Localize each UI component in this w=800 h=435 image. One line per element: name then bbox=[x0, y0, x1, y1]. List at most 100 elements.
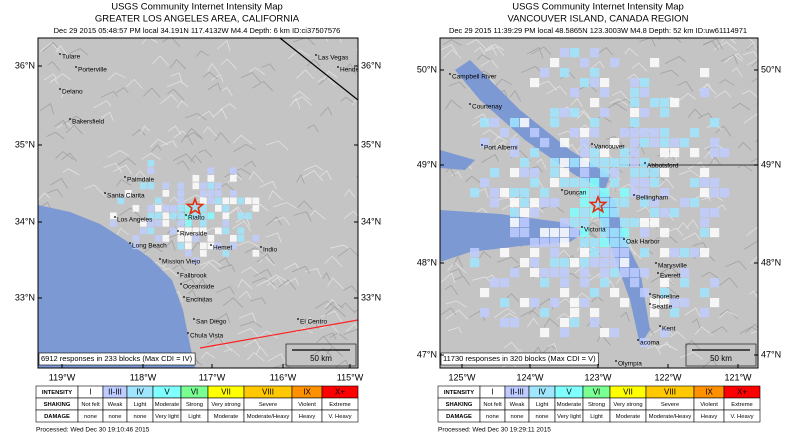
terrain bbox=[715, 125, 732, 137]
response-cell bbox=[660, 248, 670, 258]
city-label: Long Beach bbox=[132, 243, 167, 250]
response-cell bbox=[222, 205, 230, 212]
terrain bbox=[176, 100, 189, 109]
response-cell bbox=[230, 197, 237, 205]
response-cell bbox=[520, 208, 530, 218]
legend-text: Heavy bbox=[299, 414, 316, 420]
terrain bbox=[684, 340, 701, 351]
terrain bbox=[445, 309, 468, 320]
response-cell bbox=[630, 278, 640, 288]
terrain bbox=[222, 297, 244, 308]
city-dot bbox=[581, 226, 583, 228]
response-cell bbox=[177, 197, 185, 205]
terrain bbox=[115, 227, 129, 237]
legend-text: Not felt bbox=[483, 402, 502, 408]
response-cell bbox=[200, 212, 207, 220]
terrain bbox=[197, 149, 213, 158]
response-cell bbox=[252, 250, 260, 257]
response-cell bbox=[200, 242, 207, 250]
response-cell bbox=[620, 238, 630, 248]
terrain bbox=[201, 261, 221, 273]
response-cell bbox=[610, 268, 620, 278]
response-cell bbox=[560, 238, 570, 248]
response-cell bbox=[570, 108, 580, 118]
terrain bbox=[694, 326, 713, 336]
response-cell bbox=[222, 212, 230, 220]
response-cell bbox=[540, 268, 550, 278]
terrain bbox=[267, 353, 286, 363]
terrain bbox=[55, 151, 74, 161]
response-cell bbox=[600, 108, 610, 118]
response-cell bbox=[510, 228, 520, 238]
terrain bbox=[327, 277, 344, 290]
response-cell bbox=[570, 88, 580, 98]
terrain bbox=[322, 271, 331, 281]
terrain bbox=[343, 210, 358, 220]
lat-label: 36°N bbox=[15, 60, 35, 70]
terrain bbox=[42, 41, 59, 52]
response-cell bbox=[610, 288, 620, 298]
city-label: Kent bbox=[662, 326, 676, 333]
response-cell bbox=[700, 288, 710, 298]
response-cell bbox=[162, 235, 170, 242]
terrain bbox=[214, 342, 233, 352]
response-cell bbox=[110, 212, 117, 220]
response-cell bbox=[640, 288, 650, 298]
terrain bbox=[149, 138, 169, 148]
terrain bbox=[493, 135, 508, 143]
response-cell bbox=[125, 190, 132, 197]
scale-box bbox=[285, 343, 357, 367]
terrain bbox=[170, 72, 183, 84]
lat-label: 50°N bbox=[417, 64, 437, 74]
response-cell bbox=[640, 78, 650, 88]
terrain bbox=[449, 81, 466, 89]
response-cell bbox=[720, 148, 730, 158]
response-cell bbox=[710, 188, 720, 198]
map-panel: USGS Community Internet Intensity MapVAN… bbox=[417, 2, 781, 434]
terrain bbox=[335, 359, 350, 368]
response-cell bbox=[650, 58, 660, 68]
terrain bbox=[311, 348, 332, 357]
response-cell bbox=[660, 288, 670, 298]
legend-text: Weak bbox=[510, 402, 525, 408]
city-label: Hender bbox=[340, 67, 362, 74]
terrain bbox=[185, 112, 207, 121]
response-cell bbox=[222, 227, 230, 235]
map-area: Campbell River Courtenay Port Alberni Vanco… bbox=[440, 38, 758, 368]
response-cell bbox=[560, 168, 570, 178]
legend-text: V bbox=[164, 388, 170, 397]
legend-text: Severe bbox=[661, 402, 679, 408]
terrain bbox=[243, 160, 256, 168]
terrain bbox=[141, 38, 158, 45]
response-cell bbox=[710, 148, 720, 158]
response-cell bbox=[530, 198, 540, 208]
response-cell bbox=[540, 228, 550, 238]
terrain bbox=[537, 80, 558, 91]
terrain bbox=[200, 351, 216, 359]
legend-text: Not felt bbox=[81, 402, 100, 408]
response-cell bbox=[200, 250, 207, 257]
response-cell bbox=[207, 197, 215, 205]
terrain bbox=[116, 157, 137, 166]
response-cell bbox=[177, 190, 185, 197]
terrain bbox=[264, 274, 287, 283]
response-cell bbox=[560, 178, 570, 188]
lat-label: 49°N bbox=[761, 159, 781, 169]
epicenter bbox=[185, 196, 205, 216]
terrain bbox=[46, 131, 65, 140]
map-subtitle: VANCOUVER ISLAND, CANADA REGION bbox=[508, 14, 689, 25]
terrain bbox=[162, 38, 181, 47]
response-cell bbox=[520, 188, 530, 198]
response-cell bbox=[660, 128, 670, 138]
terrain bbox=[237, 278, 253, 290]
terrain bbox=[196, 50, 209, 57]
legend-text: Light bbox=[134, 402, 147, 408]
lat-label: 48°N bbox=[417, 257, 437, 267]
response-cell bbox=[580, 268, 590, 278]
city-dot bbox=[177, 272, 179, 274]
terrain bbox=[293, 211, 312, 222]
response-cell bbox=[570, 218, 580, 228]
terrain bbox=[731, 102, 750, 110]
legend-text: Light bbox=[188, 414, 201, 420]
response-cell bbox=[620, 258, 630, 268]
